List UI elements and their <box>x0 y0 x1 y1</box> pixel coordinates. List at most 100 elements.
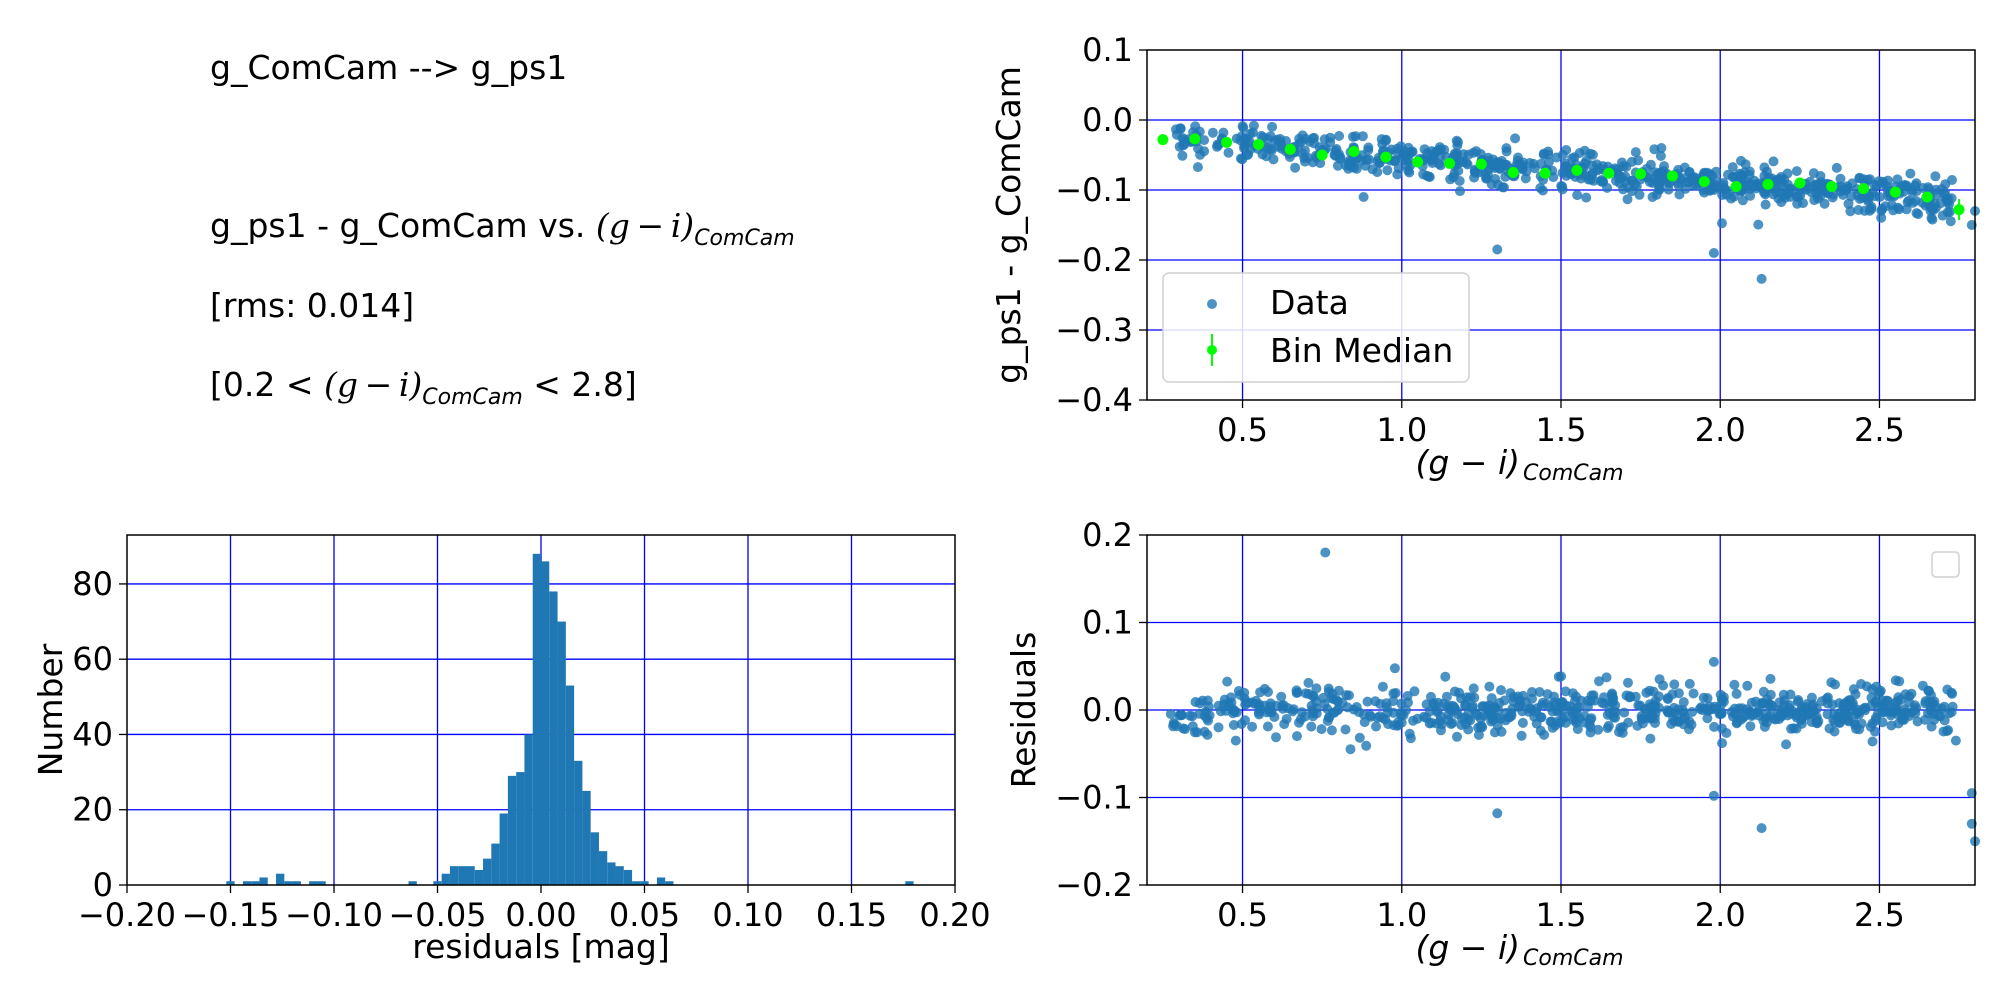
resid-data-point <box>1468 683 1479 694</box>
legend-median-label: Bin Median <box>1270 331 1453 370</box>
scatter-data-point <box>1905 168 1916 179</box>
resid-data-point <box>1465 692 1476 703</box>
hist-xtick-label: 0.10 <box>712 896 783 934</box>
scatter-data-point <box>1348 131 1358 142</box>
resid-data-point <box>1860 705 1871 716</box>
resid-data-point <box>1870 726 1880 737</box>
resid-ticks: 0.5 1.0 1.5 2.0 2.5 0.2 0.1 0.0 −0.1 −0.2 <box>1055 516 1905 934</box>
scatter-ylabel: g_ps1 - g_ComCam <box>989 66 1028 384</box>
resid-data-point <box>1481 701 1492 712</box>
bin-median-point <box>1826 181 1838 192</box>
scatter-data-point <box>1853 205 1864 215</box>
resid-ytick-label: 0.2 <box>1082 516 1133 554</box>
resid-data-point <box>1646 713 1657 723</box>
scatter-xtick-label: 2.0 <box>1695 411 1746 449</box>
scatter-data-point <box>1816 179 1827 190</box>
bin-median-point <box>1221 136 1233 148</box>
resid-data-point <box>1900 707 1911 718</box>
scatter-data-point <box>1543 149 1554 160</box>
hist-bar <box>507 775 517 885</box>
resid-data-point <box>1702 713 1713 724</box>
resid-data-point <box>1213 722 1224 733</box>
bin-median-point <box>1444 157 1456 169</box>
scatter-data-point <box>1721 189 1732 200</box>
hist-xlabel: residuals [mag] <box>412 927 670 966</box>
scatter-data-point <box>1785 191 1796 202</box>
resid-data-point <box>1874 687 1885 698</box>
resid-data-point <box>1637 718 1648 729</box>
resid-data-point <box>1645 733 1656 744</box>
scatter-data-point <box>1742 180 1753 191</box>
resid-data-point <box>1726 706 1737 717</box>
resid-data-point <box>1374 711 1385 722</box>
resid-data-point <box>1487 715 1498 726</box>
hist-bar <box>433 881 442 885</box>
legend-data-marker <box>1207 299 1217 309</box>
bin-median-point <box>1189 133 1201 145</box>
scatter-data-point <box>1469 172 1480 183</box>
hist-bar <box>607 862 616 885</box>
hist-xtick-label: −0.05 <box>388 896 486 934</box>
bin-median-point <box>1380 151 1392 163</box>
resid-data-point <box>1886 720 1897 731</box>
resid-data-point <box>1465 715 1476 726</box>
resid-data-point <box>1731 688 1742 699</box>
scatter-data-point <box>1622 194 1633 205</box>
hist-bar <box>483 858 492 885</box>
resid-data-point <box>1228 720 1239 730</box>
info-range-subscript: ComCam <box>422 385 523 410</box>
resid-data-point <box>1798 702 1809 713</box>
resid-data-point <box>1560 686 1571 697</box>
scatter-xlabel-subscript: ComCam <box>1523 461 1624 486</box>
histogram-panel: −0.20 −0.15 −0.10 −0.05 0.00 0.05 0.10 0.15 0.20… <box>31 534 991 966</box>
scatter-data-point <box>1651 189 1662 200</box>
resid-data-point <box>1688 688 1699 699</box>
resid-xlabel: (g − i) <box>1416 928 1521 967</box>
resid-data-point <box>1222 676 1233 687</box>
scatter-data-point <box>1901 204 1912 215</box>
resid-data-point <box>1848 684 1859 695</box>
scatter-data-point <box>1262 134 1273 145</box>
scatter-data-point <box>1630 147 1641 158</box>
hist-bar <box>449 866 459 885</box>
hist-bar <box>541 561 550 885</box>
resid-data-point <box>1830 717 1841 728</box>
hist-bar <box>317 881 326 885</box>
scatter-data-point <box>1877 176 1888 187</box>
scatter-data-point <box>1655 151 1666 161</box>
resid-data-point <box>1586 690 1597 701</box>
scatter-data-point <box>1699 168 1710 179</box>
scatter-data-point <box>1847 178 1858 189</box>
resid-ytick-label: −0.1 <box>1055 779 1133 817</box>
resid-data-point <box>1202 729 1213 740</box>
scatter-data-point <box>1737 195 1748 206</box>
scatter-data-point <box>1501 143 1512 154</box>
resid-data-point <box>1938 726 1949 737</box>
hist-ylabel: Number <box>31 643 70 776</box>
scatter-ytick-label: −0.3 <box>1055 311 1133 349</box>
bin-median-point <box>1762 178 1774 190</box>
resid-data-point <box>1845 700 1855 710</box>
scatter-data-point <box>1390 155 1400 166</box>
scatter-data-point <box>1482 169 1493 180</box>
resid-data-point <box>1662 693 1673 703</box>
resid-data-point <box>1486 693 1497 704</box>
resid-data-point <box>1750 696 1761 707</box>
resid-data-point <box>1539 729 1550 740</box>
resid-data-point <box>1552 716 1562 727</box>
resid-data-point <box>1556 697 1567 708</box>
hist-bar <box>251 881 260 885</box>
hist-bar <box>582 790 591 885</box>
hist-bar <box>656 877 666 885</box>
resid-data-point <box>1341 690 1352 701</box>
resid-data-point <box>1517 717 1528 728</box>
bin-median-point <box>1157 134 1169 146</box>
scatter-xtick-label: 1.0 <box>1376 411 1427 449</box>
scatter-bin-median <box>1157 133 1965 221</box>
resid-data-point <box>1306 721 1317 732</box>
resid-data-point <box>1765 699 1776 710</box>
scatter-ytick-label: −0.1 <box>1055 171 1133 209</box>
legend-median-marker <box>1207 345 1217 355</box>
scatter-data-point <box>1392 169 1403 180</box>
resid-data-point <box>1829 709 1840 720</box>
